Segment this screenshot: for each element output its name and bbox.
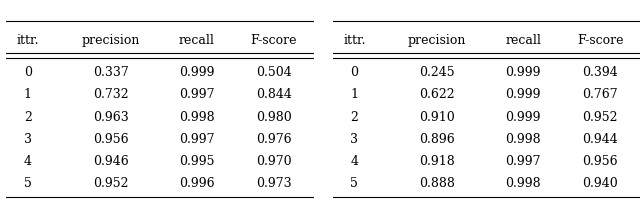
Text: 0.956: 0.956 (93, 132, 129, 145)
Text: 0.996: 0.996 (179, 176, 214, 189)
Text: 0.997: 0.997 (506, 154, 541, 167)
Text: 0.888: 0.888 (419, 176, 455, 189)
Text: 5: 5 (24, 176, 32, 189)
Text: 0.999: 0.999 (506, 88, 541, 101)
Text: 0.952: 0.952 (93, 176, 129, 189)
Text: 0.976: 0.976 (256, 132, 291, 145)
Text: precision: precision (82, 34, 140, 47)
Text: 0.970: 0.970 (256, 154, 291, 167)
Text: precision: precision (408, 34, 467, 47)
Text: 0.910: 0.910 (419, 110, 455, 123)
Text: 0.844: 0.844 (256, 88, 292, 101)
Text: 0: 0 (350, 66, 358, 79)
Text: 0.767: 0.767 (582, 88, 618, 101)
Text: 0.622: 0.622 (419, 88, 455, 101)
Text: 0.946: 0.946 (93, 154, 129, 167)
Text: 0.394: 0.394 (582, 66, 618, 79)
Text: 4: 4 (24, 154, 32, 167)
Text: 0.956: 0.956 (582, 154, 618, 167)
Text: 0.997: 0.997 (179, 132, 214, 145)
Text: 0.940: 0.940 (582, 176, 618, 189)
Text: F-score: F-score (250, 34, 297, 47)
Text: F-score: F-score (577, 34, 623, 47)
Text: 1: 1 (24, 88, 32, 101)
Text: 5: 5 (350, 176, 358, 189)
Text: 0.973: 0.973 (256, 176, 291, 189)
Text: 0.999: 0.999 (506, 66, 541, 79)
Text: recall: recall (506, 34, 541, 47)
Text: ittr.: ittr. (17, 34, 39, 47)
Text: 0.999: 0.999 (179, 66, 214, 79)
Text: 2: 2 (24, 110, 32, 123)
Text: 1: 1 (350, 88, 358, 101)
Text: ittr.: ittr. (343, 34, 365, 47)
Text: 0.998: 0.998 (179, 110, 214, 123)
Text: 0.918: 0.918 (419, 154, 455, 167)
Text: 0.963: 0.963 (93, 110, 129, 123)
Text: recall: recall (179, 34, 215, 47)
Text: 0.997: 0.997 (179, 88, 214, 101)
Text: 0.504: 0.504 (256, 66, 292, 79)
Text: 3: 3 (24, 132, 32, 145)
Text: 0.245: 0.245 (419, 66, 455, 79)
Text: 0.998: 0.998 (506, 176, 541, 189)
Text: 0.999: 0.999 (506, 110, 541, 123)
Text: 0.732: 0.732 (93, 88, 129, 101)
Text: 0: 0 (24, 66, 32, 79)
Text: 0.896: 0.896 (419, 132, 455, 145)
Text: 0.995: 0.995 (179, 154, 214, 167)
Text: 3: 3 (350, 132, 358, 145)
Text: 0.998: 0.998 (506, 132, 541, 145)
Text: 0.980: 0.980 (256, 110, 292, 123)
Text: 0.337: 0.337 (93, 66, 129, 79)
Text: 4: 4 (350, 154, 358, 167)
Text: 0.944: 0.944 (582, 132, 618, 145)
Text: 0.952: 0.952 (582, 110, 618, 123)
Text: 2: 2 (350, 110, 358, 123)
